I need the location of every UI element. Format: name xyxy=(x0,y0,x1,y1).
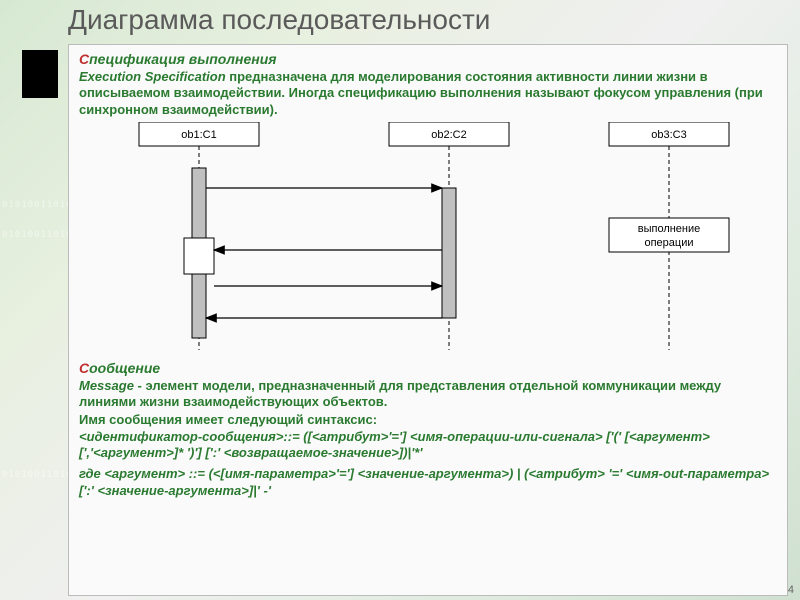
syntax-line-2: где <аргумент> ::= (<[имя-параметра>'=']… xyxy=(79,466,777,500)
svg-text:ob2:C2: ob2:C2 xyxy=(431,129,466,141)
decor-binary-2: 01010011010 xyxy=(2,230,73,240)
section2-heading-first: С xyxy=(79,360,89,376)
section1-desc: Execution Specification предназначена дл… xyxy=(79,69,777,118)
section2-desc: Message - элемент модели, предназначенны… xyxy=(79,378,777,411)
section2-heading-rest: ообщение xyxy=(89,360,160,376)
svg-text:ob1:C1: ob1:C1 xyxy=(181,129,216,141)
svg-text:операции: операции xyxy=(644,237,693,249)
section1-heading-rest: пецификация выполнения xyxy=(89,51,276,67)
decor-black-box xyxy=(22,50,58,98)
page-title: Диаграмма последовательности xyxy=(68,4,490,36)
syntax-line-1: <идентификатор-сообщения>::= ([<атрибут>… xyxy=(79,429,777,463)
decor-binary-1: 01010011010 xyxy=(2,200,73,210)
decor-binary-3: 01010011010 xyxy=(2,470,73,480)
page-number: 4 xyxy=(788,584,794,596)
section2-line2: Имя сообщения имеет следующий синтаксис: xyxy=(79,412,777,428)
section1-term: Execution Specification xyxy=(79,69,226,84)
section2-term: Message xyxy=(79,378,134,393)
slide: 01010011010 01010011010 01010011010 Диаг… xyxy=(0,0,800,600)
sequence-diagram: ob1:C1 ob2:C2 ob3:C3 выполнение операции xyxy=(79,122,779,354)
section1-heading-first: С xyxy=(79,51,89,67)
section2-heading: Сообщение xyxy=(79,360,777,376)
svg-text:выполнение: выполнение xyxy=(638,223,701,235)
section1-heading: Спецификация выполнения xyxy=(79,51,777,67)
content-panel: Спецификация выполнения Execution Specif… xyxy=(68,44,788,596)
section2-desc-rest: - элемент модели, предназначенный для пр… xyxy=(79,378,721,409)
svg-text:ob3:C3: ob3:C3 xyxy=(651,129,686,141)
sequence-diagram-svg: ob1:C1 ob2:C2 ob3:C3 выполнение операции xyxy=(79,122,779,354)
